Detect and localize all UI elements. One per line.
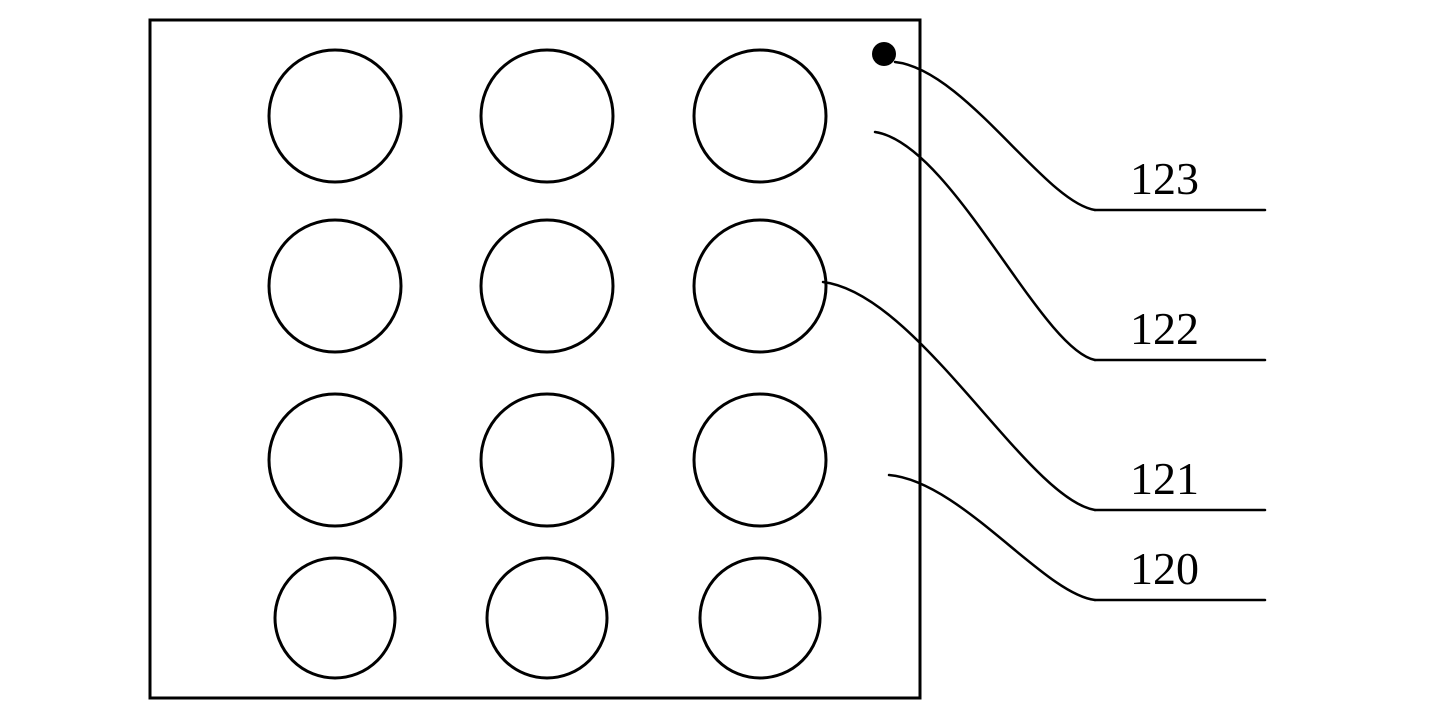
callout-label-121: 121 bbox=[1130, 456, 1199, 502]
callout-label-123: 123 bbox=[1130, 156, 1199, 202]
reference-dot bbox=[872, 42, 896, 66]
diagram-canvas bbox=[0, 0, 1430, 704]
callout-label-122: 122 bbox=[1130, 306, 1199, 352]
diagram-background bbox=[0, 0, 1430, 704]
callout-label-120: 120 bbox=[1130, 546, 1199, 592]
